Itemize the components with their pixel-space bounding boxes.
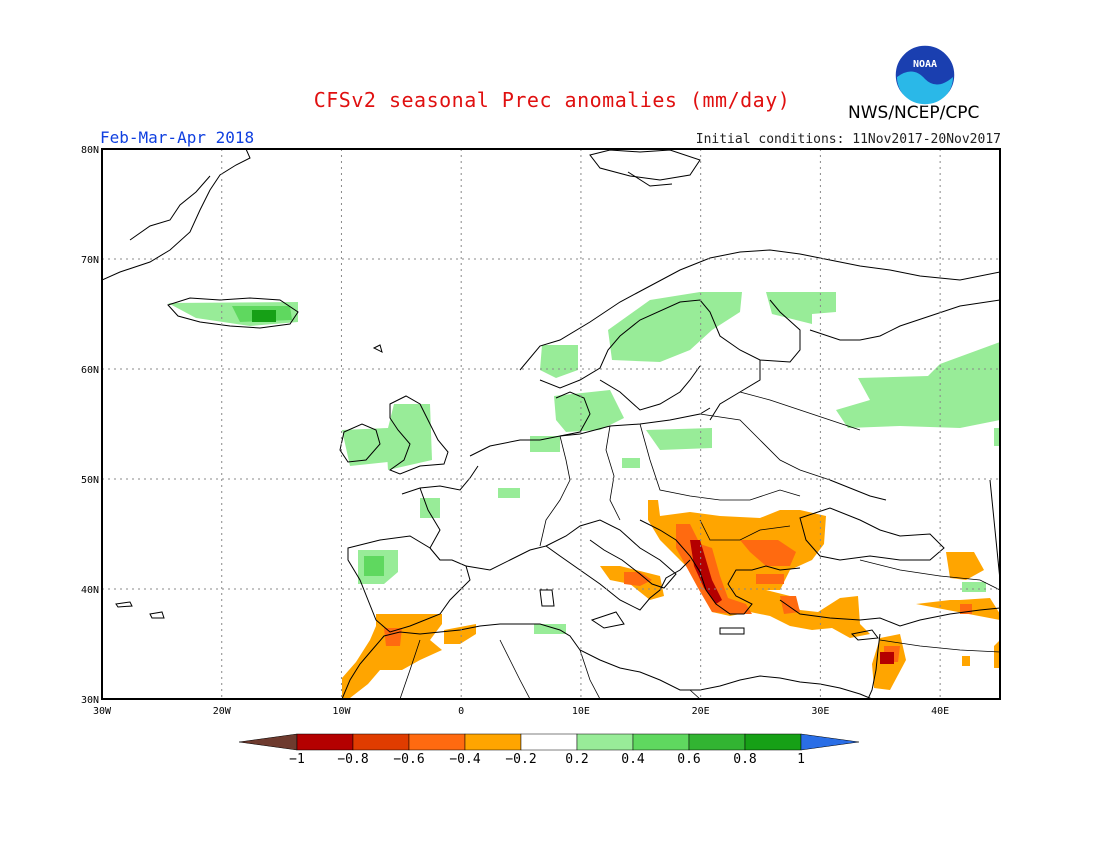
colorbar-tick-label: 0.4 (621, 752, 645, 767)
agency-label: NWS/NCEP/CPC (848, 103, 980, 123)
colorbar-tick-label: 0.8 (733, 752, 756, 767)
colorbar (238, 733, 860, 751)
colorbar-swatch (632, 733, 690, 751)
colorbar-swatch (352, 733, 410, 751)
anomaly-shading-layer (168, 292, 1000, 698)
colorbar-swatch (688, 733, 746, 751)
svg-text:NOAA: NOAA (913, 59, 937, 70)
map-title: CFSv2 seasonal Prec anomalies (mm/day) (313, 88, 791, 112)
negative-anomaly-light (342, 500, 1000, 698)
latitude-tick-label: 40N (81, 585, 99, 596)
colorbar-tick-label: −0.2 (505, 752, 536, 767)
colorbar-tick-label: 0.2 (565, 752, 588, 767)
longitude-tick-label: 0 (458, 706, 464, 717)
colorbar-swatch (464, 733, 522, 751)
initial-conditions-label: Initial conditions: 11Nov2017-20Nov2017 (695, 132, 1001, 147)
longitude-tick-label: 30E (811, 706, 829, 717)
noaa-logo-icon: NOAA (894, 44, 956, 106)
colorbar-min-arrow (238, 733, 298, 751)
positive-anomaly-light (168, 292, 1000, 634)
colorbar-swatch (576, 733, 634, 751)
colorbar-swatch (408, 733, 466, 751)
season-label: Feb-Mar-Apr 2018 (100, 128, 255, 147)
longitude-tick-labels: 30W 20W 10W 0 10E 20E 30E 40E (93, 706, 949, 717)
colorbar-swatch (520, 733, 578, 751)
colorbar-tick-label: 0.6 (677, 752, 700, 767)
colorbar-max-arrow (800, 733, 860, 751)
latitude-tick-label: 60N (81, 365, 99, 376)
colorbar-tick-label: −0.6 (393, 752, 424, 767)
latitude-tick-label: 70N (81, 255, 99, 266)
negative-anomaly-strong (690, 540, 894, 664)
map-frame (101, 148, 1001, 700)
longitude-tick-label: 20E (692, 706, 710, 717)
positive-anomaly-strong (252, 310, 276, 322)
colorbar-tick-label: 1 (797, 752, 805, 767)
colorbar-swatch (296, 733, 354, 751)
latitude-tick-labels: 30N 40N 50N 60N 70N 80N (81, 145, 99, 706)
map-grid (102, 149, 1000, 699)
latitude-tick-label: 50N (81, 475, 99, 486)
longitude-tick-label: 30W (93, 706, 112, 717)
longitude-tick-label: 10E (572, 706, 590, 717)
latitude-tick-label: 30N (81, 695, 99, 706)
colorbar-tick-labels: −1 −0.8 −0.6 −0.4 −0.2 0.2 0.4 0.6 0.8 1 (289, 752, 805, 767)
colorbar-tick-label: −0.4 (449, 752, 480, 767)
colorbar-swatch (744, 733, 802, 751)
colorbar-tick-label: −0.8 (337, 752, 368, 767)
longitude-tick-label: 10W (332, 706, 351, 717)
colorbar-tick-label: −1 (289, 752, 305, 767)
longitude-tick-label: 20W (213, 706, 232, 717)
latitude-tick-label: 80N (81, 145, 99, 156)
longitude-tick-label: 40E (931, 706, 949, 717)
